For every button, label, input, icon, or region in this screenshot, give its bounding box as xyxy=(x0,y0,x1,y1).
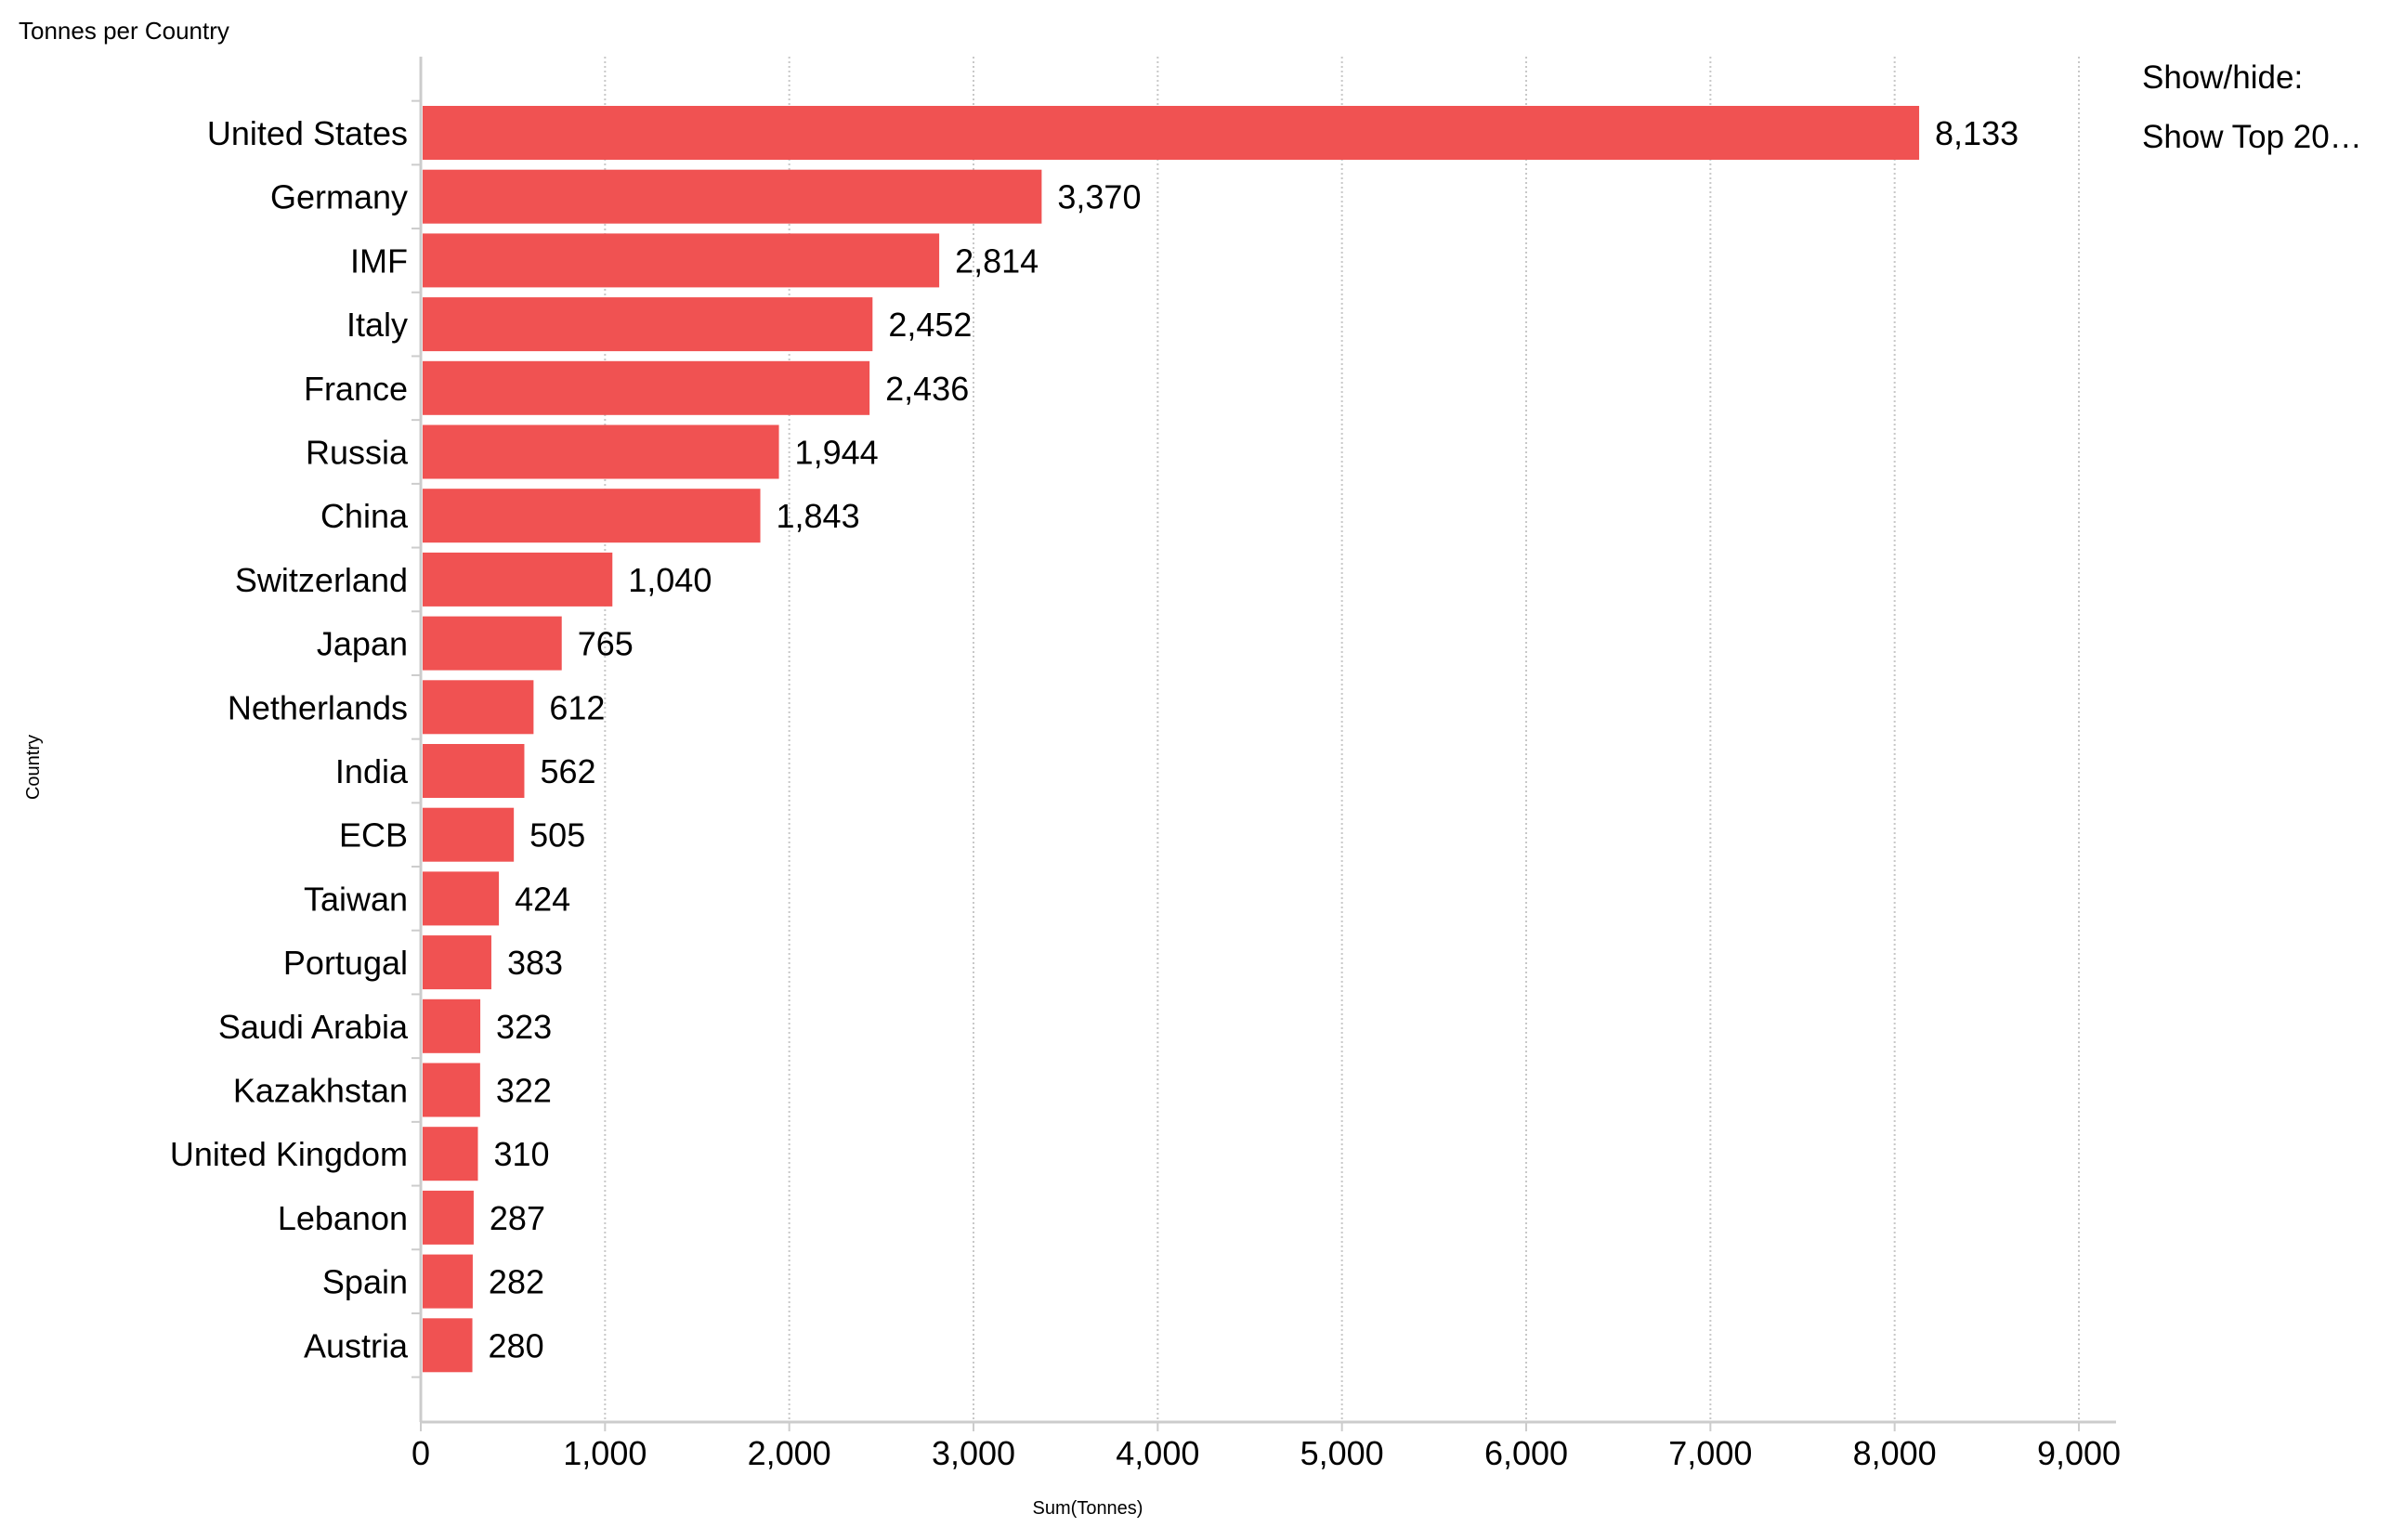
data-label: 1,944 xyxy=(795,434,879,472)
data-label: 2,436 xyxy=(885,370,969,408)
bar[interactable] xyxy=(423,1254,473,1309)
x-tick-label: 0 xyxy=(412,1434,430,1472)
y-tick-label: Netherlands xyxy=(228,688,408,726)
bar[interactable] xyxy=(423,998,481,1053)
y-axis-title: Country xyxy=(23,735,44,800)
bar[interactable] xyxy=(423,552,613,607)
y-tick-label: Lebanon xyxy=(278,1199,408,1237)
data-label: 1,843 xyxy=(777,497,860,535)
bar[interactable] xyxy=(423,169,1042,224)
data-label: 2,452 xyxy=(888,306,972,344)
x-tick-label: 5,000 xyxy=(1300,1434,1384,1472)
y-tick-label: India xyxy=(335,752,409,790)
data-label: 3,370 xyxy=(1057,178,1141,216)
y-tick-label: Spain xyxy=(322,1263,408,1301)
legend-item-show-top-20[interactable]: Show Top 20… xyxy=(2142,119,2362,155)
x-tick-label: 4,000 xyxy=(1116,1434,1199,1472)
data-label: 424 xyxy=(515,880,570,918)
x-tick-label: 3,000 xyxy=(932,1434,1015,1472)
bar[interactable] xyxy=(423,935,491,990)
data-label: 323 xyxy=(496,1008,552,1046)
bar[interactable] xyxy=(423,616,562,671)
x-tick-label: 1,000 xyxy=(563,1434,647,1472)
bar[interactable] xyxy=(423,233,940,288)
bar[interactable] xyxy=(423,871,500,926)
data-label: 282 xyxy=(489,1263,544,1301)
data-label: 765 xyxy=(578,625,634,663)
bar[interactable] xyxy=(423,424,779,479)
data-label: 562 xyxy=(540,752,595,790)
data-label: 612 xyxy=(549,688,605,726)
bar[interactable] xyxy=(423,807,515,862)
y-tick-label: France xyxy=(304,370,408,408)
bar[interactable] xyxy=(423,1063,480,1117)
bar[interactable] xyxy=(423,360,870,415)
x-tick-label: 9,000 xyxy=(2037,1434,2121,1472)
data-label: 287 xyxy=(490,1199,545,1237)
bar[interactable] xyxy=(423,680,534,735)
y-tick-label: IMF xyxy=(350,241,408,280)
bar[interactable] xyxy=(423,744,525,798)
y-tick-label: ECB xyxy=(339,816,408,855)
x-tick-label: 8,000 xyxy=(1853,1434,1937,1472)
data-label: 383 xyxy=(507,944,563,982)
data-label: 1,040 xyxy=(628,561,712,599)
bar[interactable] xyxy=(423,489,761,543)
bar[interactable] xyxy=(423,1190,474,1245)
x-tick-label: 2,000 xyxy=(748,1434,831,1472)
chart-title: Tonnes per Country xyxy=(19,17,229,45)
y-tick-label: Saudi Arabia xyxy=(218,1008,409,1046)
y-tick-label: Taiwan xyxy=(304,880,408,918)
data-label: 2,814 xyxy=(955,241,1039,280)
x-axis-title: Sum(Tonnes) xyxy=(1033,1498,1143,1519)
data-label: 310 xyxy=(493,1135,549,1173)
bar[interactable] xyxy=(423,106,1920,160)
y-tick-label: Switzerland xyxy=(235,561,408,599)
data-label: 322 xyxy=(496,1072,552,1110)
y-tick-label: Kazakhstan xyxy=(233,1072,408,1110)
y-tick-label: Austria xyxy=(304,1326,409,1364)
y-tick-label: Portugal xyxy=(283,944,408,982)
data-label: 8,133 xyxy=(1935,114,2019,152)
legend: Show/hide: Show Top 20… xyxy=(2142,48,2362,167)
y-tick-label: Russia xyxy=(306,434,409,472)
x-tick-label: 7,000 xyxy=(1668,1434,1752,1472)
x-tick-label: 6,000 xyxy=(1484,1434,1568,1472)
y-tick-label: Japan xyxy=(317,625,408,663)
legend-heading: Show/hide: xyxy=(2142,59,2304,96)
y-tick-label: United Kingdom xyxy=(170,1135,408,1173)
y-tick-label: China xyxy=(320,497,409,535)
y-tick-label: United States xyxy=(207,114,408,152)
y-tick-label: Italy xyxy=(346,306,408,344)
data-label: 280 xyxy=(489,1326,544,1364)
y-tick-label: Germany xyxy=(270,178,408,216)
bar[interactable] xyxy=(423,1127,478,1181)
data-label: 505 xyxy=(529,816,585,855)
bar[interactable] xyxy=(423,1318,473,1373)
bar[interactable] xyxy=(423,297,873,352)
